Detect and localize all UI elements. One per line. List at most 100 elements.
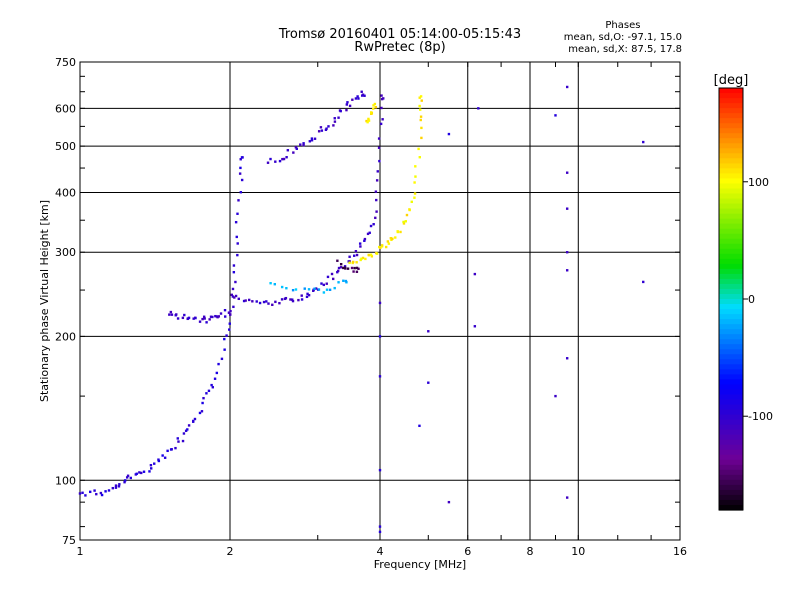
data-point [213,377,217,380]
colorbar-tick-label: 0 [748,293,755,306]
colorbar-segment [719,494,743,501]
data-point [229,309,232,313]
colorbar-segment [719,474,743,481]
data-point [203,317,206,320]
data-point [355,270,359,274]
data-point [378,335,382,338]
data-point [366,232,370,236]
data-point [278,159,282,163]
data-point [414,165,417,168]
data-point [117,485,121,488]
data-point [381,118,384,121]
data-point [284,296,288,300]
data-point [220,357,224,361]
data-point [410,200,413,204]
data-point [148,470,151,473]
chart-title: Tromsø 20160401 05:14:00-05:15:43 [278,27,522,42]
data-point [310,139,314,142]
data-point [294,146,298,149]
colorbar-segment [719,384,743,391]
data-point [300,298,304,301]
colorbar-segment [719,504,743,511]
data-point [418,156,421,159]
data-point [378,159,381,163]
data-point [357,97,360,100]
colorbar-segment [719,324,743,330]
data-point [232,270,236,274]
data-point [346,101,349,104]
colorbar-segment [719,434,743,441]
data-point [343,265,347,268]
data-point [348,104,352,108]
data-point [377,146,381,149]
data-point [157,459,161,463]
data-point [192,317,195,320]
data-point [241,156,244,159]
colorbar-segment [719,88,743,94]
data-point [214,314,217,318]
data-point [186,317,189,321]
data-point [229,313,232,316]
data-point [408,208,411,211]
data-point [394,236,397,239]
colorbar-segment [719,263,743,270]
data-point [366,120,369,124]
data-point [265,300,268,303]
data-point [374,105,378,109]
data-point [89,490,92,494]
data-point [565,251,569,254]
data-point [477,107,480,110]
colorbar-label: [deg] [714,73,749,88]
data-point [369,112,373,115]
data-point [307,288,311,291]
data-point [281,157,284,161]
data-point [418,424,421,428]
colorbar-segment [719,499,743,506]
data-point [124,479,127,482]
data-point [163,456,167,459]
data-point [419,118,422,122]
data-point [554,394,557,398]
colorbar-segment [719,128,743,134]
data-point [170,313,174,316]
data-point [473,325,477,328]
colorbar-segment [719,283,743,290]
data-point [84,494,87,497]
data-point [215,371,219,375]
colorbar-segment [719,329,743,335]
colorbar-segment [719,429,743,436]
data-point [360,257,363,260]
data-point [236,253,239,257]
colorbar-segment [719,228,743,235]
data-point [202,396,205,400]
data-point [100,493,104,497]
colorbar-segment [719,193,743,200]
colorbar-segment [719,489,743,496]
data-point [295,147,298,150]
phases-legend: Phases mean, sd,O: -97.1, 15.0 mean, sd,… [564,20,682,56]
colorbar-segment [719,123,743,129]
data-point [369,111,373,114]
data-point [231,287,235,291]
data-point [211,315,214,319]
data-point [294,288,298,291]
data-point [565,85,569,89]
data-point [118,483,121,486]
data-point [198,411,202,415]
data-point [375,252,379,255]
data-point [233,296,236,299]
data-point [327,125,330,128]
data-point [313,137,317,140]
data-point [310,137,314,140]
data-point [337,116,340,119]
data-point [267,302,270,305]
x-tick-label: 16 [673,545,687,558]
data-point [114,486,118,489]
data-point [297,298,300,302]
colorbar-segment [719,374,743,380]
phases-header: Phases [605,20,641,31]
colorbar-segment [719,454,743,461]
data-point [282,157,286,161]
data-point [242,299,246,303]
colorbar-segment [719,178,743,185]
